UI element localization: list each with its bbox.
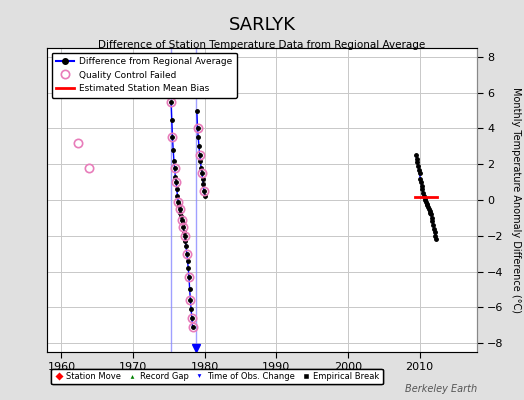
Difference from Regional Average — [174, 194, 181, 199]
Difference from Regional Average — [177, 210, 183, 215]
Difference from Regional Average — [182, 239, 189, 244]
Difference from Regional Average — [177, 206, 183, 211]
Difference from Regional Average — [179, 221, 185, 226]
Difference from Regional Average — [170, 148, 177, 152]
Difference from Regional Average — [184, 251, 190, 256]
Difference from Regional Average — [188, 307, 194, 312]
Legend: Station Move, Record Gap, Time of Obs. Change, Empirical Break: Station Move, Record Gap, Time of Obs. C… — [51, 369, 383, 384]
Difference from Regional Average — [180, 224, 187, 229]
Difference from Regional Average — [169, 117, 175, 122]
Difference from Regional Average — [171, 158, 177, 163]
Difference from Regional Average — [184, 258, 191, 263]
Text: Difference of Station Temperature Data from Regional Average: Difference of Station Temperature Data f… — [99, 40, 425, 50]
Text: Berkeley Earth: Berkeley Earth — [405, 384, 477, 394]
Difference from Regional Average — [173, 180, 179, 184]
Difference from Regional Average — [186, 274, 192, 279]
Difference from Regional Average — [179, 217, 185, 222]
Difference from Regional Average — [189, 324, 195, 329]
Difference from Regional Average — [187, 287, 193, 292]
Difference from Regional Average — [172, 174, 179, 179]
Difference from Regional Average — [168, 99, 174, 104]
Difference from Regional Average — [185, 266, 191, 270]
Difference from Regional Average — [169, 135, 176, 140]
Difference from Regional Average — [183, 244, 189, 249]
Difference from Regional Average — [181, 230, 187, 234]
Difference from Regional Average — [178, 214, 184, 218]
Difference from Regional Average — [173, 187, 180, 192]
Y-axis label: Monthly Temperature Anomaly Difference (°C): Monthly Temperature Anomaly Difference (… — [511, 87, 521, 313]
Difference from Regional Average — [187, 298, 193, 302]
Difference from Regional Average — [181, 233, 188, 238]
Line: Difference from Regional Average: Difference from Regional Average — [169, 100, 194, 329]
Difference from Regional Average — [176, 203, 182, 208]
Difference from Regional Average — [189, 316, 195, 320]
Difference from Regional Average — [171, 166, 178, 170]
Difference from Regional Average — [175, 199, 181, 204]
Text: SARLYK: SARLYK — [228, 16, 296, 34]
